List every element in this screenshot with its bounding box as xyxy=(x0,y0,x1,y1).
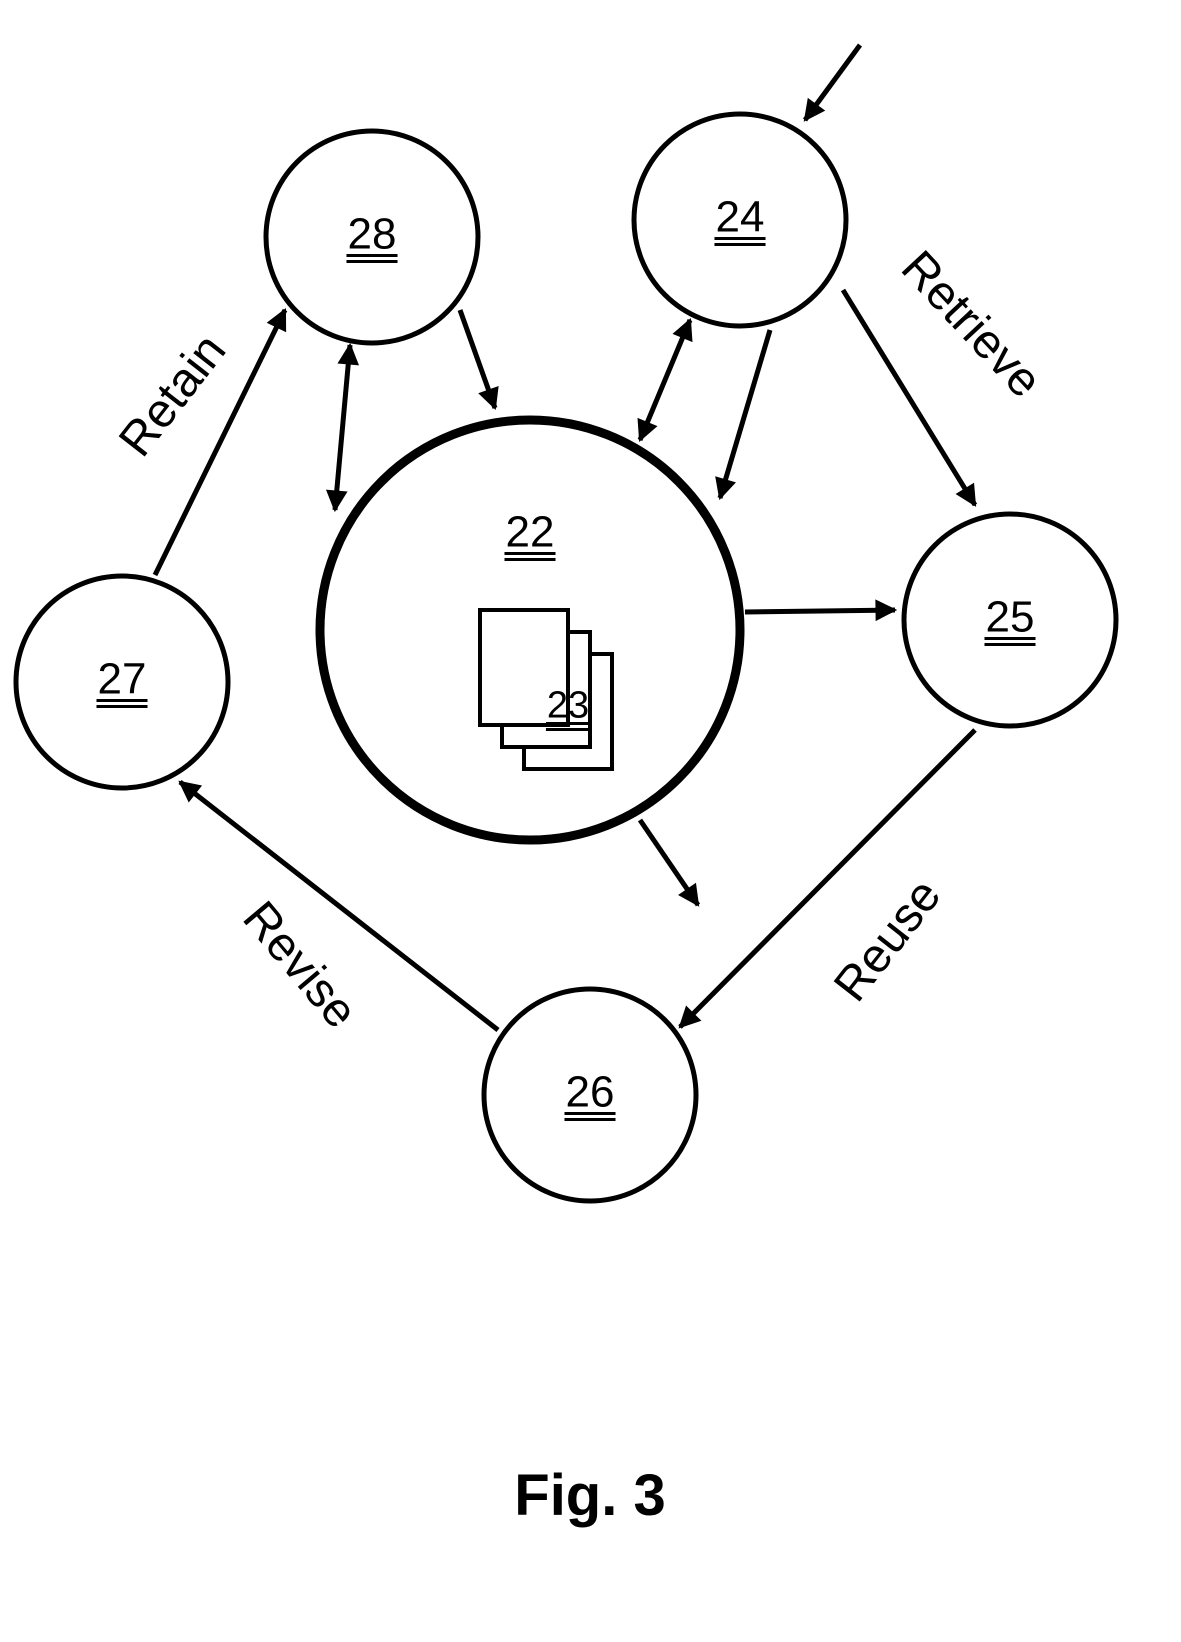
arrow-28-to-22-in xyxy=(460,310,495,408)
node-label-25: 25 xyxy=(986,593,1035,642)
arrow-22-to-26-down xyxy=(640,820,698,905)
node-26: 26 xyxy=(484,989,696,1201)
node-27: 27 xyxy=(16,576,228,788)
node-24: 24 xyxy=(634,114,846,326)
arrow-24-to-22-bi xyxy=(640,320,690,440)
edge-label-reuse: Reuse xyxy=(824,869,951,1011)
figure-caption: Fig. 3 xyxy=(514,1463,665,1528)
arrow-22-to-25 xyxy=(745,610,895,612)
edge-label-retrieve: Retrieve xyxy=(891,241,1052,408)
node-label-24: 24 xyxy=(716,193,765,242)
node-label-23: 23 xyxy=(547,685,589,727)
arrow-28-to-22-bi xyxy=(335,345,350,510)
node-label-26: 26 xyxy=(566,1068,615,1117)
node-28: 28 xyxy=(266,131,478,343)
node-25: 25 xyxy=(904,514,1116,726)
node-label-22: 22 xyxy=(506,508,555,557)
node-label-27: 27 xyxy=(98,655,147,704)
node-label-28: 28 xyxy=(348,210,397,259)
arrow-24-to-22-in xyxy=(720,330,770,498)
arrow-input-to-24 xyxy=(805,45,860,120)
